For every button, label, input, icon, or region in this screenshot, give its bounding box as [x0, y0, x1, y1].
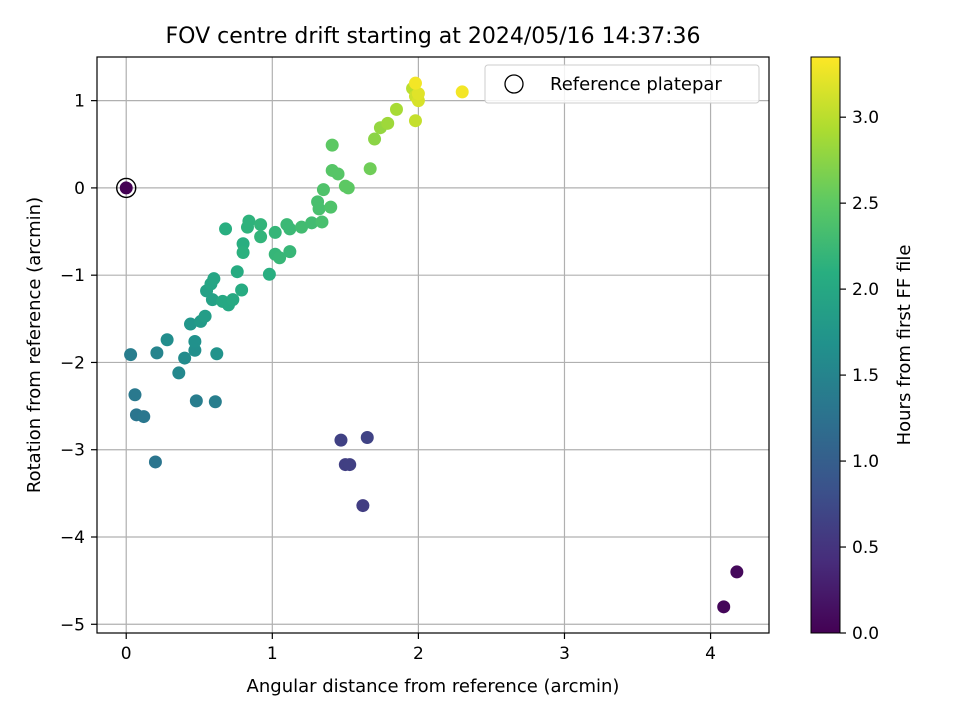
data-point	[188, 335, 202, 349]
data-point	[316, 183, 330, 197]
colorbar-label: Hours from first FF file	[894, 245, 915, 446]
data-point	[198, 309, 212, 323]
colorbar-tick-label: 1.5	[852, 366, 879, 386]
data-point	[273, 251, 287, 265]
y-tick-label: −5	[60, 615, 85, 635]
data-point	[219, 222, 233, 236]
x-axis-ticks: 0 1 2 3 4	[121, 633, 716, 664]
y-tick-label: 0	[74, 179, 85, 199]
x-tick-label: 3	[559, 644, 570, 664]
data-point	[189, 394, 203, 408]
legend: Reference platepar	[484, 64, 760, 104]
x-tick-label: 2	[413, 644, 424, 664]
scatter-points	[116, 76, 744, 614]
data-point	[254, 230, 268, 244]
colorbar-tick-label: 1.0	[852, 452, 879, 472]
data-point	[172, 366, 186, 380]
data-point	[356, 499, 370, 513]
colorbar	[810, 56, 841, 634]
y-tick-label: −3	[60, 441, 85, 461]
data-point	[254, 218, 268, 232]
data-point	[148, 455, 162, 469]
colorbar-tick-label: 0.5	[852, 538, 879, 558]
y-tick-label: −2	[60, 353, 85, 373]
data-point	[411, 87, 425, 101]
x-tick-label: 1	[267, 644, 278, 664]
colorbar-ticks: 0.0 0.5 1.0 1.5 2.0 2.5 3.0	[840, 108, 879, 644]
y-tick-label: −4	[60, 528, 85, 548]
data-point	[262, 267, 276, 281]
data-point	[226, 293, 240, 307]
data-point	[208, 395, 222, 409]
data-point	[205, 293, 219, 307]
data-point	[381, 116, 395, 130]
data-point	[283, 222, 297, 236]
y-axis-label: Rotation from reference (arcmin)	[24, 197, 45, 493]
data-point	[315, 215, 329, 229]
data-point	[305, 216, 319, 230]
data-point	[128, 388, 142, 402]
data-point	[324, 200, 338, 214]
data-point	[137, 410, 151, 424]
data-point	[207, 272, 221, 286]
data-point	[408, 76, 422, 90]
data-point	[325, 138, 339, 152]
data-point	[210, 347, 224, 361]
chart-title: FOV centre drift starting at 2024/05/16 …	[166, 24, 701, 49]
data-point	[283, 245, 297, 259]
x-axis-label: Angular distance from reference (arcmin)	[247, 676, 620, 697]
colorbar-tick-label: 0.0	[852, 624, 879, 644]
data-point	[230, 265, 244, 279]
colorbar-tick-label: 3.0	[852, 108, 879, 128]
data-point	[242, 214, 256, 228]
data-point	[124, 348, 138, 362]
data-point	[312, 202, 326, 216]
data-point	[360, 431, 374, 445]
plot-frame	[96, 56, 770, 634]
data-point	[235, 283, 249, 297]
data-point	[236, 245, 250, 259]
legend-label-reference: Reference platepar	[550, 74, 722, 95]
data-point	[717, 600, 731, 614]
grid-lines	[97, 57, 769, 633]
data-point	[389, 102, 403, 116]
x-tick-label: 0	[121, 644, 132, 664]
data-point	[730, 565, 744, 579]
x-tick-label: 4	[705, 644, 716, 664]
reference-platepar-marker	[116, 177, 137, 199]
data-point	[295, 220, 309, 234]
colorbar-tick-label: 2.0	[852, 280, 879, 300]
data-point	[160, 333, 174, 347]
data-point	[368, 132, 382, 146]
data-point	[150, 346, 164, 360]
y-tick-label: 1	[74, 92, 85, 112]
legend-reference-marker	[504, 74, 524, 94]
data-point	[363, 162, 377, 176]
data-point	[268, 225, 282, 239]
data-point	[331, 167, 345, 181]
y-axis-ticks: 1 0 −1 −2 −3 −4 −5	[60, 92, 97, 635]
data-point	[119, 181, 133, 195]
data-point	[408, 114, 422, 128]
colorbar-tick-label: 2.5	[852, 194, 879, 214]
data-point	[341, 181, 355, 195]
data-point	[334, 433, 348, 447]
data-point	[343, 458, 357, 472]
data-point	[455, 85, 469, 99]
legend-box	[484, 64, 760, 104]
data-point	[183, 317, 197, 331]
y-tick-label: −1	[60, 266, 85, 286]
data-point	[178, 351, 192, 365]
